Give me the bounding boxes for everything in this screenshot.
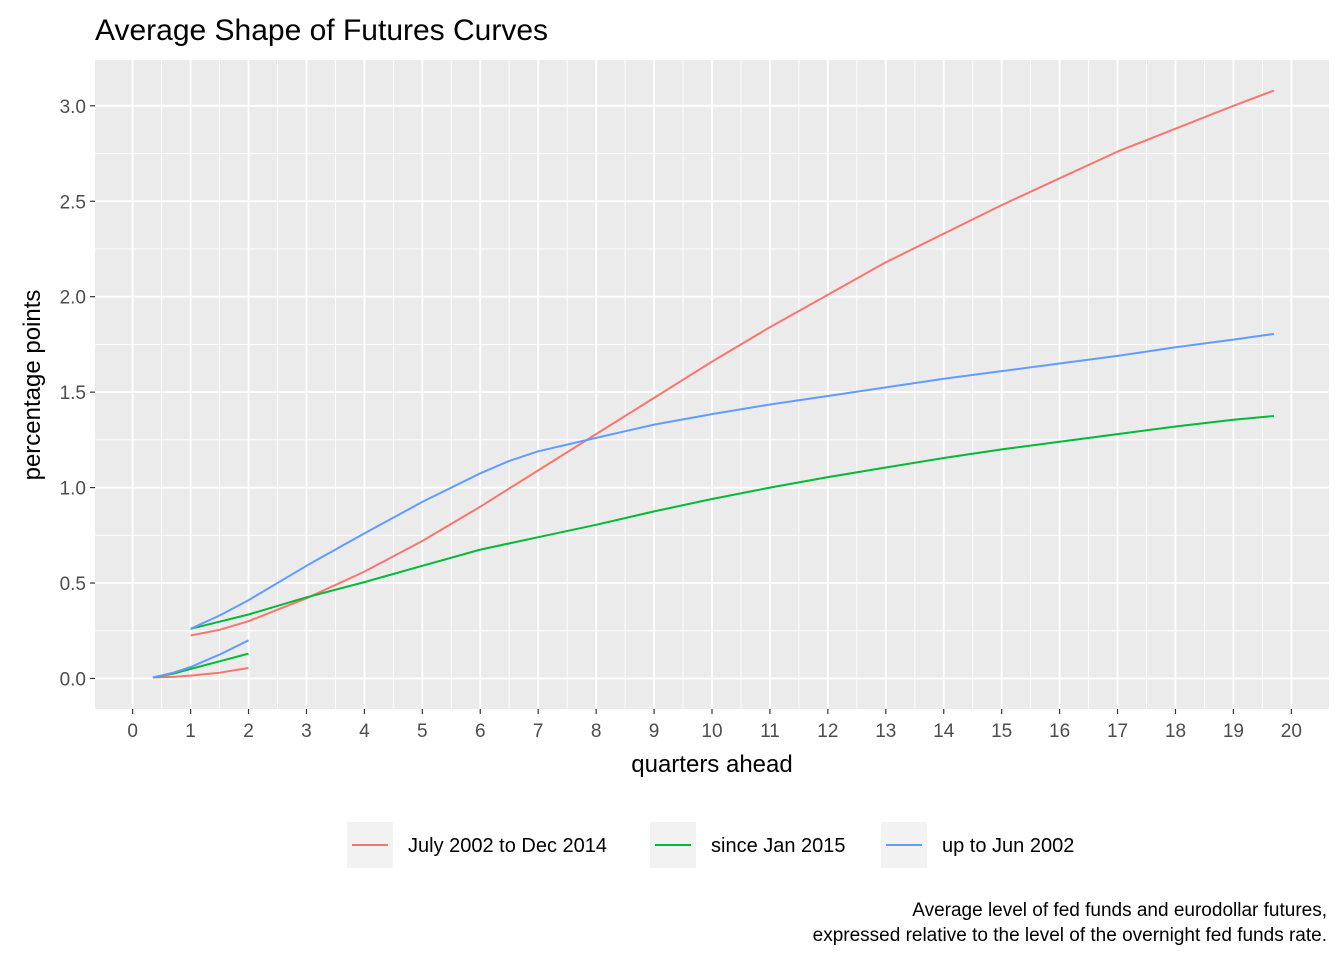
series-line-0-segment-0 bbox=[152, 667, 249, 679]
x-tick-label: 6 bbox=[475, 721, 486, 742]
x-tick-label: 2 bbox=[243, 721, 254, 742]
y-tick-label: 1.0 bbox=[60, 479, 86, 500]
x-tick-label: 14 bbox=[933, 721, 955, 742]
legend-label-1: since Jan 2015 bbox=[711, 835, 846, 857]
chart-title: Average Shape of Futures Curves bbox=[95, 14, 548, 47]
x-tick-label: 20 bbox=[1281, 721, 1302, 742]
y-tick-label: 1.5 bbox=[60, 383, 86, 404]
major-gridlines bbox=[95, 60, 1329, 709]
x-tick-label: 0 bbox=[127, 721, 138, 742]
x-tick-label: 5 bbox=[417, 721, 428, 742]
x-tick-label: 12 bbox=[817, 721, 838, 742]
x-tick-label: 19 bbox=[1223, 721, 1244, 742]
x-tick-label: 17 bbox=[1107, 721, 1128, 742]
caption-line-1: Average level of fed funds and eurodolla… bbox=[912, 900, 1327, 921]
y-axis-title: percentage points bbox=[19, 290, 46, 481]
legend: July 2002 to Dec 2014 since Jan 2015 up … bbox=[347, 822, 1074, 868]
x-axis: 0 1 2 3 4 5 6 7 8 9 10 11 12 13 14 15 16 17 18 19 20 bbox=[127, 709, 1302, 742]
series-line-1-segment-1 bbox=[190, 415, 1275, 630]
series-line-2-segment-0 bbox=[152, 639, 249, 679]
x-tick-label: 18 bbox=[1165, 721, 1186, 742]
legend-label-0: July 2002 to Dec 2014 bbox=[408, 835, 607, 857]
x-tick-label: 8 bbox=[591, 721, 602, 742]
y-tick-label: 0.5 bbox=[60, 574, 86, 595]
x-tick-label: 7 bbox=[533, 721, 544, 742]
x-axis-title: quarters ahead bbox=[631, 751, 792, 778]
y-axis: 0.0 0.5 1.0 1.5 2.0 2.5 3.0 bbox=[60, 97, 95, 690]
caption-line-2: expressed relative to the level of the o… bbox=[813, 925, 1327, 946]
x-tick-label: 15 bbox=[991, 721, 1012, 742]
legend-label-2: up to Jun 2002 bbox=[942, 835, 1074, 857]
x-tick-label: 13 bbox=[875, 721, 896, 742]
y-tick-label: 2.0 bbox=[60, 288, 86, 309]
x-tick-label: 4 bbox=[359, 721, 370, 742]
series-line-0-segment-1 bbox=[190, 89, 1275, 637]
x-tick-label: 1 bbox=[185, 721, 196, 742]
x-tick-label: 11 bbox=[760, 721, 780, 742]
y-tick-label: 3.0 bbox=[60, 97, 86, 118]
series-lines bbox=[152, 89, 1275, 679]
y-tick-label: 2.5 bbox=[60, 192, 86, 213]
y-tick-label: 0.0 bbox=[60, 669, 86, 690]
x-tick-label: 9 bbox=[649, 721, 660, 742]
series-line-2-segment-1 bbox=[190, 332, 1275, 630]
x-tick-label: 3 bbox=[301, 721, 312, 742]
x-tick-label: 16 bbox=[1049, 721, 1070, 742]
x-tick-label: 10 bbox=[701, 721, 722, 742]
